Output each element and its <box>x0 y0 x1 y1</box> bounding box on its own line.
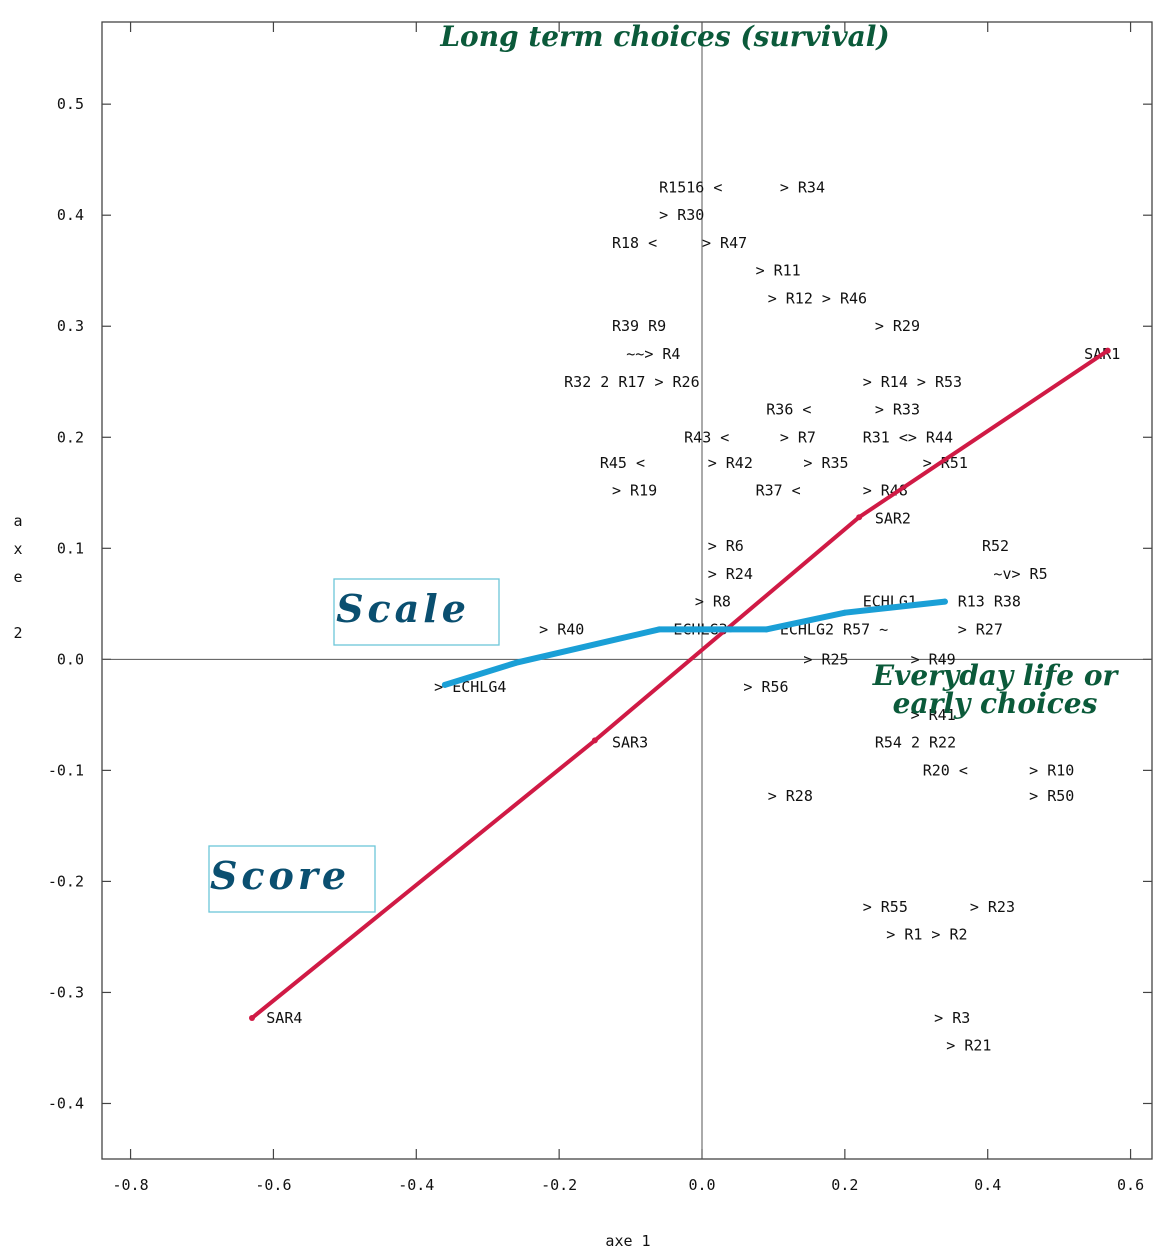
point-label: > R27 <box>958 620 1003 638</box>
x-tick-label: -0.8 <box>113 1176 149 1194</box>
point-label: ECHLG2 R57 ~ <box>780 620 888 638</box>
series-point-scale <box>441 681 448 688</box>
series-lines <box>249 347 1111 1021</box>
point-label: R31 <> R44 <box>863 428 953 446</box>
x-tick-label: -0.6 <box>255 1176 291 1194</box>
x-tick-label: -0.2 <box>541 1176 577 1194</box>
x-tick-label: 0.0 <box>688 1176 715 1194</box>
point-label: > R42 <box>708 454 753 472</box>
y-tick-label: -0.2 <box>48 872 84 890</box>
series-point-scale <box>656 626 663 633</box>
series-point-scale <box>727 626 734 633</box>
point-label: > R3 <box>934 1009 970 1027</box>
point-label: > R1 > R2 <box>886 926 967 944</box>
series-point-score <box>1104 347 1111 354</box>
y-tick-label: 0.2 <box>57 428 84 446</box>
series-point-scale <box>941 598 948 605</box>
point-label: > R21 <box>946 1037 991 1055</box>
point-label: R39 R9 <box>612 317 666 335</box>
point-label: R54 2 R22 <box>875 734 956 752</box>
series-line-scale <box>441 598 948 688</box>
y-tick-label: -0.4 <box>48 1094 84 1112</box>
score-box-label: Score <box>210 853 350 898</box>
y-tick-label: 0.4 <box>57 206 84 224</box>
point-label: R43 < <box>684 428 729 446</box>
svg-text:a: a <box>13 512 22 530</box>
y-tick-label: -0.1 <box>48 761 84 779</box>
scale-box-label: Scale <box>336 586 470 631</box>
point-label: > R33 <box>875 401 920 419</box>
point-label: > R6 <box>708 537 744 555</box>
x-tick-label: 0.2 <box>831 1176 858 1194</box>
point-label: ~~> R4 <box>626 345 680 363</box>
annotation-right-line2: early choices <box>893 687 1098 720</box>
point-label: SAR4 <box>266 1009 302 1027</box>
point-label: > R14 > R53 <box>863 373 962 391</box>
y-tick-label: 0.5 <box>57 95 84 113</box>
tick-layer: -0.8 -0.6 -0.4 -0.2 0.0 0.2 0.4 0.6 0.5 0.4 0.3 0.2… <box>48 22 1152 1194</box>
annotation-top: Long term choices (survival) <box>439 20 889 53</box>
series-point-scale <box>513 659 520 666</box>
point-label: R1516 < <box>659 178 722 196</box>
y-tick-label: -0.3 <box>48 983 84 1001</box>
point-label: > R40 <box>539 620 584 638</box>
x-tick-label: 0.4 <box>974 1176 1001 1194</box>
x-tick-label: 0.6 <box>1117 1176 1144 1194</box>
point-label: R37 < <box>756 482 801 500</box>
y-tick-label: 0.3 <box>57 317 84 335</box>
point-label: R45 < <box>600 454 645 472</box>
y-tick-label: 0.0 <box>57 650 84 668</box>
point-label: > R48 <box>863 482 908 500</box>
point-label: R20 < <box>923 761 968 779</box>
y-tick-label: 0.1 <box>57 539 84 557</box>
point-label: R13 R38 <box>958 593 1021 611</box>
point-label: > R56 <box>743 678 788 696</box>
svg-text:x: x <box>13 540 22 558</box>
point-label: > R23 <box>970 898 1015 916</box>
zero-lines <box>102 22 1152 1159</box>
point-label: > R30 <box>659 206 704 224</box>
point-label: ~v> R5 <box>993 565 1047 583</box>
point-label: > R7 <box>780 428 816 446</box>
point-label: > R55 <box>863 898 908 916</box>
point-label: R32 2 R17 > R26 <box>564 373 699 391</box>
point-label: > R19 <box>612 482 657 500</box>
x-tick-label: -0.4 <box>398 1176 434 1194</box>
point-label: > R24 <box>708 565 753 583</box>
svg-text:e: e <box>13 568 22 586</box>
point-label: > R8 <box>695 593 731 611</box>
point-label: R18 < <box>612 234 657 252</box>
series-point-score <box>856 514 863 521</box>
point-label: > R12 > R46 <box>768 289 867 307</box>
series-point-score <box>591 737 598 744</box>
point-label: > R35 <box>803 454 848 472</box>
point-label: R36 < <box>766 401 811 419</box>
point-label: > R49 <box>911 650 956 668</box>
series-point-score <box>249 1014 255 1021</box>
scale-box <box>333 578 500 646</box>
point-label: SAR2 <box>875 509 911 527</box>
x-axis-title: axe 1 <box>605 1232 650 1250</box>
score-box <box>208 845 376 913</box>
point-label: > R29 <box>875 317 920 335</box>
point-label: > R11 <box>756 262 801 280</box>
point-label: SAR3 <box>612 734 648 752</box>
point-label: > R34 <box>780 178 825 196</box>
point-label: R52 <box>982 537 1009 555</box>
point-label: > R28 <box>768 787 813 805</box>
series-point-scale <box>763 626 770 633</box>
point-label: > R25 <box>803 650 848 668</box>
point-label: > R50 <box>1029 787 1074 805</box>
point-label: > R41 <box>911 706 956 724</box>
y-axis-title: a x e 2 <box>13 512 22 642</box>
point-label: > R47 <box>702 234 747 252</box>
point-label: > R10 <box>1029 761 1074 779</box>
plot-frame <box>101 21 1153 1160</box>
svg-text:2: 2 <box>13 624 22 642</box>
series-point-scale <box>841 609 848 616</box>
annotation-right-line1: Everyday life or <box>872 659 1120 692</box>
